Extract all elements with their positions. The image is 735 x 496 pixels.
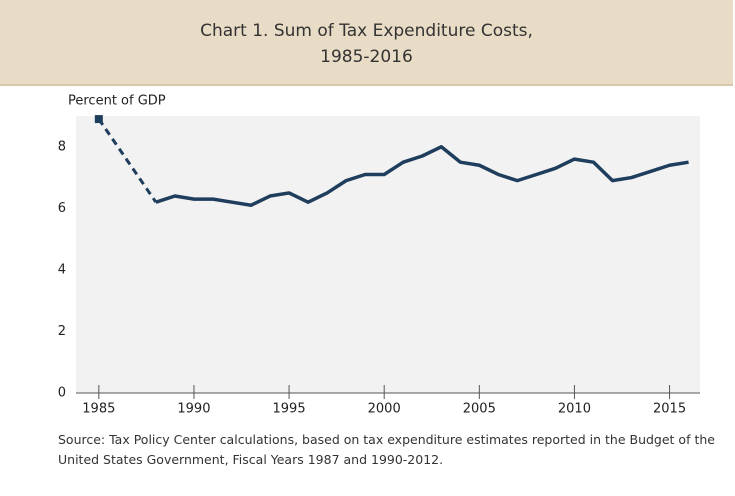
line-series: [155, 145, 689, 208]
plot-area: [76, 116, 700, 393]
x-tick-label: 2000: [368, 402, 401, 417]
chart-title: Chart 1. Sum of Tax Expenditure Costs,: [200, 21, 533, 41]
chart-subtitle: 1985-2016: [320, 47, 413, 67]
y-tick-label: 8: [58, 139, 66, 154]
y-axis-label: Percent of GDP: [68, 94, 166, 109]
y-tick-label: 4: [58, 262, 66, 277]
x-tick-label: 1985: [82, 402, 115, 417]
dashed-connector: [97, 118, 158, 204]
x-tick-label: 1995: [273, 402, 306, 417]
point-marker: [94, 115, 103, 124]
chart: Percent of GDP 0 2 4 6 8 1985 1990 1995 2000 2005…: [58, 94, 700, 417]
x-tick-label: 2010: [558, 402, 591, 417]
header: Chart 1. Sum of Tax Expenditure Costs, 1…: [0, 0, 733, 86]
x-tick-label: 1990: [177, 402, 210, 417]
x-tick-label: 2005: [463, 402, 496, 417]
x-tick-label: 2015: [653, 402, 686, 417]
y-tick-label: 0: [58, 386, 66, 401]
y-tick-label: 6: [58, 201, 66, 216]
source: Source: Tax Policy Center calculations, …: [58, 432, 715, 467]
y-tick-label: 2: [58, 324, 66, 339]
